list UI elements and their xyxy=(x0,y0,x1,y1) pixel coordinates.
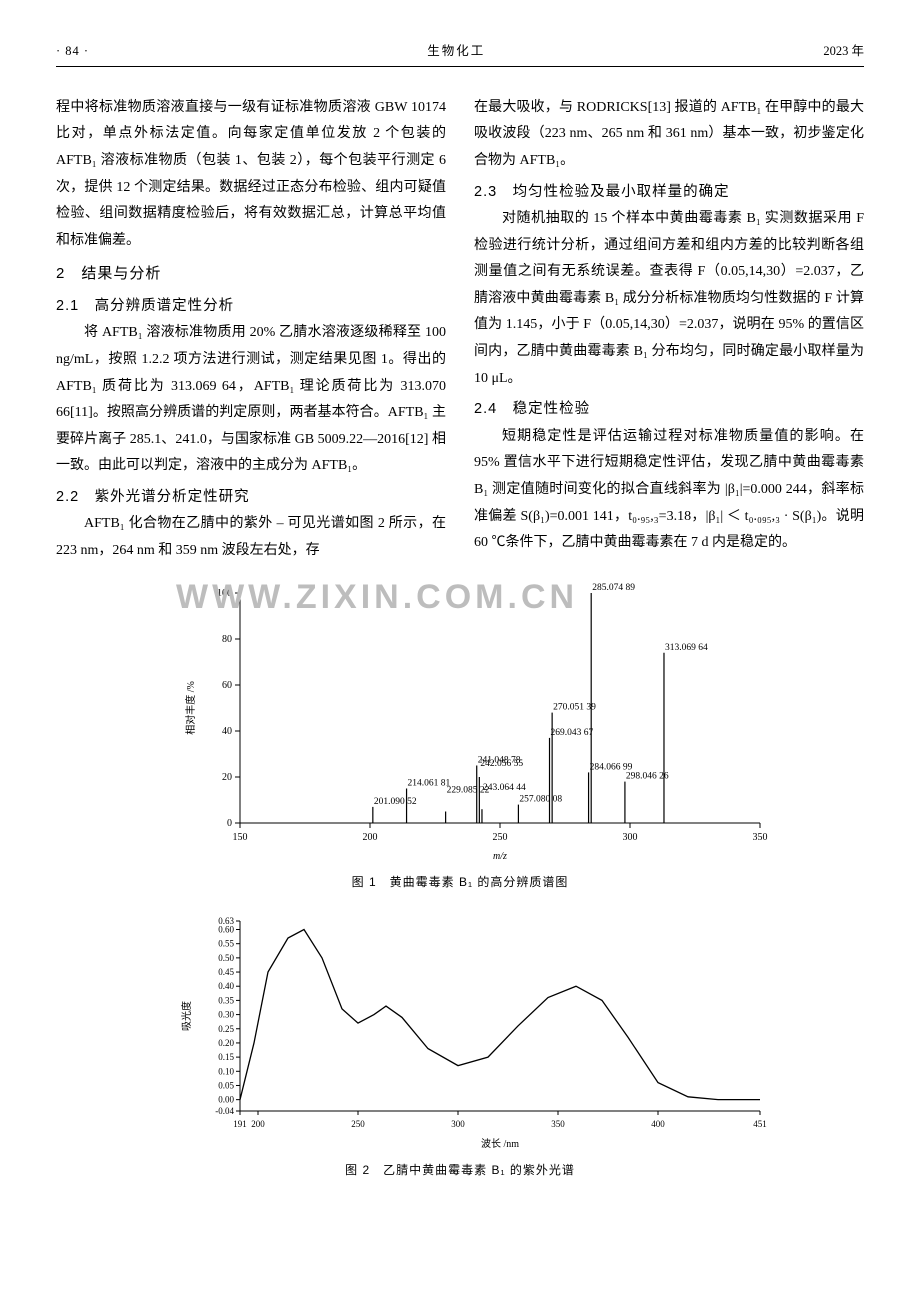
svg-text:350: 350 xyxy=(753,832,768,843)
svg-text:200: 200 xyxy=(363,832,378,843)
page-year: 2023 年 xyxy=(823,40,864,64)
svg-text:波长 /nm: 波长 /nm xyxy=(481,1137,519,1150)
figure-2-caption: 图 2 乙腈中黄曲霉毒素 B₁ 的紫外光谱 xyxy=(56,1159,864,1182)
svg-text:250: 250 xyxy=(351,1119,365,1129)
svg-text:20: 20 xyxy=(222,772,232,783)
svg-text:0.05: 0.05 xyxy=(218,1081,234,1091)
section-2-4: 2.4 稳定性检验 xyxy=(474,396,864,424)
svg-text:451: 451 xyxy=(753,1119,767,1129)
svg-text:0.35: 0.35 xyxy=(218,996,234,1006)
right-column: 在最大吸收，与 RODRICKS[13] 报道的 AFTB₁ 在甲醇中的最大吸收… xyxy=(474,95,864,565)
para-2-2: AFTB₁ 化合物在乙腈中的紫外 – 可见光谱如图 2 所示，在 223 nm，… xyxy=(56,511,446,564)
svg-text:40: 40 xyxy=(222,726,232,737)
svg-text:吸光度: 吸光度 xyxy=(180,1001,193,1031)
svg-text:60: 60 xyxy=(222,680,232,691)
svg-text:0: 0 xyxy=(227,818,232,829)
para-2-4: 短期稳定性是评估运输过程对标准物质量值的影响。在 95% 置信水平下进行短期稳定… xyxy=(474,424,864,557)
mass-spectrum-chart: 0 20 40 60 80 100 150 200 250 300 350 201.090 52 214… xyxy=(140,577,780,865)
svg-text:350: 350 xyxy=(551,1119,565,1129)
svg-text:0.63: 0.63 xyxy=(218,916,234,926)
svg-text:313.069 64: 313.069 64 xyxy=(665,642,708,652)
page-header: · 84 · 生物化工 2023 年 xyxy=(56,40,864,67)
svg-text:0.15: 0.15 xyxy=(218,1053,234,1063)
svg-text:214.061 81: 214.061 81 xyxy=(408,778,451,788)
svg-text:0.25: 0.25 xyxy=(218,1024,234,1034)
left-column: 程中将标准物质溶液直接与一级有证标准物质溶液 GBW 10174 比对，单点外标… xyxy=(56,95,446,565)
svg-text:0.00: 0.00 xyxy=(218,1095,234,1105)
journal-title: 生物化工 xyxy=(427,40,485,64)
uv-spectrum-chart: -0.040.00 0.05 0.10 0.15 0.20 0.25 0.30 0.35 0.4… xyxy=(140,911,780,1153)
svg-text:300: 300 xyxy=(451,1119,465,1129)
page-number: · 84 · xyxy=(56,40,89,64)
section-2-2: 2.2 紫外光谱分析定性研究 xyxy=(56,484,446,512)
svg-text:201.090 52: 201.090 52 xyxy=(374,797,417,807)
svg-text:250: 250 xyxy=(493,832,508,843)
svg-text:80: 80 xyxy=(222,634,232,645)
svg-text:0.10: 0.10 xyxy=(218,1067,234,1077)
svg-text:300: 300 xyxy=(623,832,638,843)
section-2: 2 结果与分析 xyxy=(56,260,446,289)
para-2-3: 对随机抽取的 15 个样本中黄曲霉毒素 B₁ 实测数据采用 F 检验进行统计分析… xyxy=(474,206,864,392)
svg-text:0.30: 0.30 xyxy=(218,1010,234,1020)
svg-text:m/z: m/z xyxy=(493,851,507,862)
svg-text:269.043 67: 269.043 67 xyxy=(551,728,594,738)
svg-text:100: 100 xyxy=(217,588,232,599)
svg-text:257.080 08: 257.080 08 xyxy=(519,794,562,804)
figure-1-caption: 图 1 黄曲霉毒素 B₁ 的高分辨质谱图 xyxy=(56,871,864,894)
svg-text:0.50: 0.50 xyxy=(218,953,234,963)
para-2-1: 将 AFTB₁ 溶液标准物质用 20% 乙腈水溶液逐级稀释至 100 ng/mL… xyxy=(56,320,446,480)
svg-text:285.074 89: 285.074 89 xyxy=(592,583,635,593)
svg-text:270.051 39: 270.051 39 xyxy=(553,702,596,712)
svg-text:243.064 44: 243.064 44 xyxy=(483,783,526,793)
para-right-continue: 在最大吸收，与 RODRICKS[13] 报道的 AFTB₁ 在甲醇中的最大吸收… xyxy=(474,95,864,175)
svg-text:0.55: 0.55 xyxy=(218,939,234,949)
svg-text:0.40: 0.40 xyxy=(218,982,234,992)
figure-1: WWW.ZIXIN.COM.CN 02040608010015020025030… xyxy=(56,577,864,894)
svg-text:400: 400 xyxy=(651,1119,665,1129)
body-columns: 程中将标准物质溶液直接与一级有证标准物质溶液 GBW 10174 比对，单点外标… xyxy=(56,95,864,565)
section-2-1: 2.1 高分辨质谱定性分析 xyxy=(56,293,446,321)
svg-text:0.20: 0.20 xyxy=(218,1038,234,1048)
svg-text:相对丰度 /%: 相对丰度 /% xyxy=(184,681,197,735)
svg-text:150: 150 xyxy=(233,832,248,843)
svg-text:-0.04: -0.04 xyxy=(215,1106,234,1116)
svg-text:0.45: 0.45 xyxy=(218,967,234,977)
section-2-3: 2.3 均匀性检验及最小取样量的确定 xyxy=(474,179,864,207)
svg-text:200: 200 xyxy=(251,1119,265,1129)
svg-text:191: 191 xyxy=(233,1119,247,1129)
svg-text:0.60: 0.60 xyxy=(218,925,234,935)
figure-2: -0.040.00 0.05 0.10 0.15 0.20 0.25 0.30 0.35 0.4… xyxy=(56,911,864,1182)
para-continue: 程中将标准物质溶液直接与一级有证标准物质溶液 GBW 10174 比对，单点外标… xyxy=(56,95,446,255)
svg-text:298.046 26: 298.046 26 xyxy=(626,771,669,781)
svg-text:242.056 55: 242.056 55 xyxy=(480,759,523,769)
